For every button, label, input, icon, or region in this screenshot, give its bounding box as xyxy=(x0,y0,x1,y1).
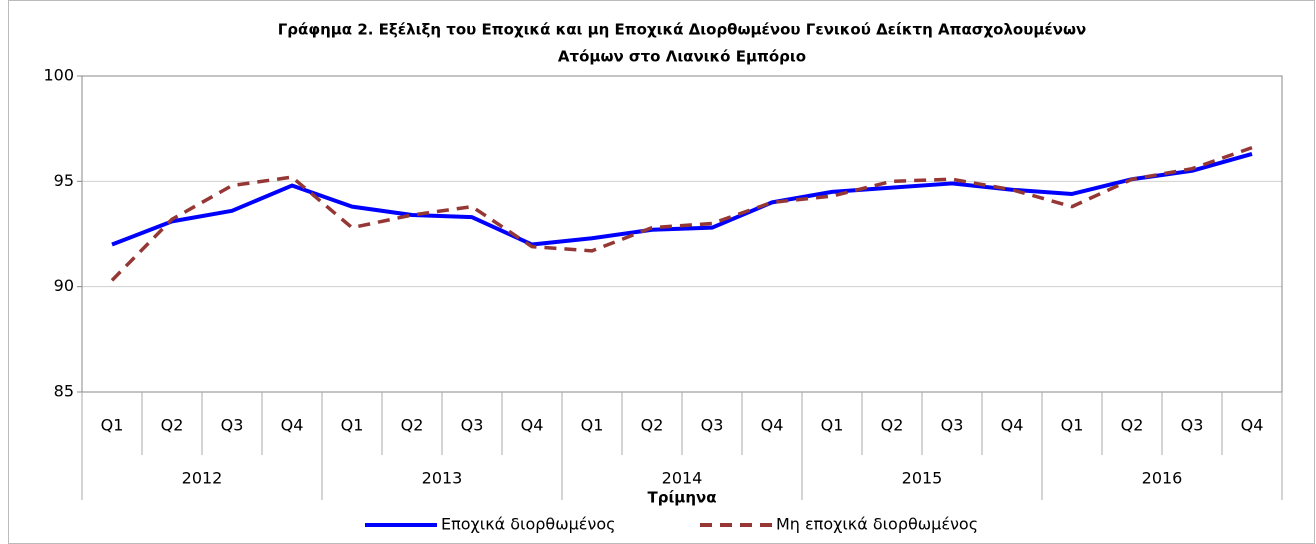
x-tick-label: Q2 xyxy=(881,416,904,435)
x-group-label: 2015 xyxy=(902,469,943,488)
x-group-label: 2016 xyxy=(1142,469,1183,488)
x-axis-title: Τρίμηνα xyxy=(647,489,716,507)
x-tick-label: Q4 xyxy=(761,416,784,435)
x-group-label: 2014 xyxy=(662,469,703,488)
legend-label: Μη εποχικά διορθωμένος xyxy=(776,515,978,534)
y-tick-label: 100 xyxy=(43,66,74,85)
data-line xyxy=(111,152,1253,247)
x-tick-label: Q3 xyxy=(941,416,964,435)
y-tick-label: 95 xyxy=(54,171,74,190)
x-tick-label: Q3 xyxy=(461,416,484,435)
x-tick-label: Q2 xyxy=(1121,416,1144,435)
x-tick-label: Q1 xyxy=(101,416,124,435)
x-tick-label: Q3 xyxy=(221,416,244,435)
x-tick-label: Q1 xyxy=(1061,416,1084,435)
x-tick-label: Q4 xyxy=(1241,416,1264,435)
x-group-label: 2012 xyxy=(182,469,223,488)
x-tick-label: Q4 xyxy=(1001,416,1024,435)
chart-title: Γράφημα 2. Εξέλιξη του Εποχικά και μη Επ… xyxy=(278,21,1086,39)
x-tick-label: Q4 xyxy=(521,416,544,435)
x-tick-label: Q1 xyxy=(581,416,604,435)
legend-label: Εποχικά διορθωμένος xyxy=(441,515,616,534)
chart-frame xyxy=(8,0,1315,544)
x-tick-label: Q1 xyxy=(341,416,364,435)
x-tick-label: Q2 xyxy=(161,416,184,435)
x-tick-label: Q2 xyxy=(641,416,664,435)
x-group-label: 2013 xyxy=(422,469,463,488)
x-tick-label: Q3 xyxy=(1181,416,1204,435)
x-tick-label: Q1 xyxy=(821,416,844,435)
chart-title: Ατόμων στο Λιανικό Εμπόριο xyxy=(558,48,806,66)
y-tick-label: 90 xyxy=(54,276,74,295)
x-tick-label: Q4 xyxy=(281,416,304,435)
x-tick-label: Q3 xyxy=(701,416,724,435)
x-tick-label: Q2 xyxy=(401,416,424,435)
y-tick-label: 85 xyxy=(54,382,74,401)
data-line xyxy=(110,145,1253,282)
